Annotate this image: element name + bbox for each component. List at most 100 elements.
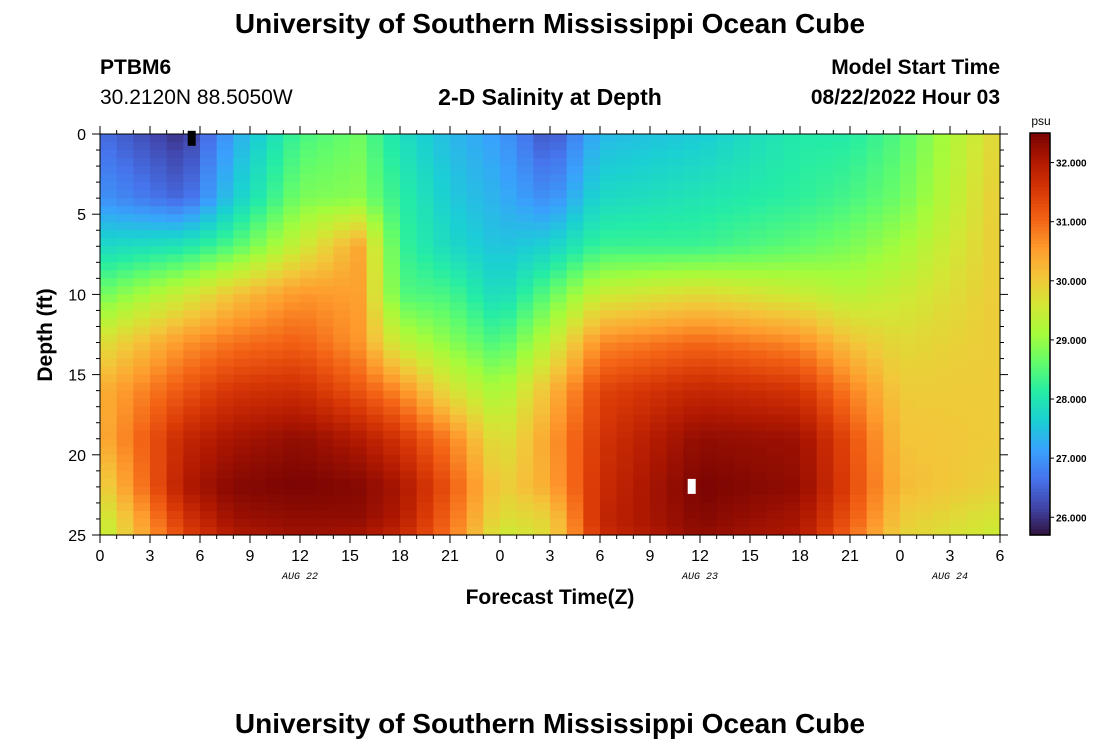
heatmap-cell — [566, 470, 584, 480]
heatmap-cell — [233, 374, 251, 384]
heatmap-cell — [950, 198, 968, 207]
heatmap-cell — [500, 158, 518, 167]
heatmap-cell — [716, 206, 734, 215]
heatmap-cell — [450, 206, 468, 215]
heatmap-cell — [516, 158, 534, 167]
heatmap-cell — [250, 182, 268, 191]
heatmap-cell — [666, 310, 684, 320]
heatmap-cell — [183, 310, 201, 320]
heatmap-cell — [433, 166, 451, 175]
heatmap-cell — [633, 342, 651, 352]
heatmap-cell — [366, 214, 384, 223]
heatmap-cell — [800, 206, 818, 215]
heatmap-cell — [183, 238, 201, 247]
heatmap-cell — [733, 518, 751, 528]
heatmap-cell — [516, 478, 534, 488]
heatmap-cell — [266, 382, 284, 392]
heatmap-cell — [583, 390, 601, 400]
heatmap-cell — [583, 150, 601, 159]
heatmap-cell — [383, 414, 401, 424]
heatmap-cell — [133, 430, 151, 440]
heatmap-cell — [433, 478, 451, 488]
heatmap-cell — [800, 310, 818, 320]
heatmap-cell — [750, 262, 768, 271]
heatmap-cell — [783, 382, 801, 392]
heatmap-cell — [566, 518, 584, 528]
heatmap-cell — [700, 446, 718, 456]
heatmap-cell — [316, 510, 334, 520]
heatmap-cell — [600, 150, 618, 159]
heatmap-cell — [600, 366, 618, 376]
heatmap-cell — [533, 190, 551, 199]
heatmap-cell — [783, 302, 801, 312]
heatmap-cell — [383, 206, 401, 215]
heatmap-cell — [266, 478, 284, 488]
heatmap-cell — [816, 390, 834, 400]
heatmap-cell — [300, 398, 318, 408]
heatmap-cell — [600, 382, 618, 392]
heatmap-cell — [466, 366, 484, 376]
heatmap-cell — [683, 494, 701, 504]
heatmap-cell — [783, 270, 801, 279]
heatmap-cell — [633, 270, 651, 279]
heatmap-cell — [833, 142, 851, 151]
heatmap-cell — [866, 158, 884, 167]
colorbar-band — [1030, 310, 1050, 315]
colorbar-band — [1030, 484, 1050, 489]
heatmap-cell — [933, 342, 951, 352]
heatmap-cell — [583, 238, 601, 247]
colorbar-band — [1030, 431, 1050, 436]
heatmap-cell — [166, 326, 184, 336]
heatmap-cell — [200, 350, 218, 360]
heatmap-cell — [983, 278, 1001, 287]
colorbar-band — [1030, 498, 1050, 503]
heatmap-cell — [366, 134, 384, 143]
heatmap-cell — [800, 470, 818, 480]
heatmap-cell — [433, 342, 451, 352]
heatmap-cell — [233, 398, 251, 408]
heatmap-cell — [800, 366, 818, 376]
heatmap-cell — [150, 414, 168, 424]
heatmap-cell — [116, 478, 134, 488]
heatmap-cell — [850, 142, 868, 151]
heatmap-cell — [766, 454, 784, 464]
heatmap-cell — [100, 206, 118, 215]
heatmap-cell — [166, 310, 184, 320]
heatmap-cell — [133, 270, 151, 279]
heatmap-cell — [850, 262, 868, 271]
heatmap-cell — [250, 270, 268, 279]
heatmap-cell — [716, 310, 734, 320]
heatmap-cell — [700, 326, 718, 336]
heatmap-cell — [350, 278, 368, 287]
heatmap-cell — [783, 150, 801, 159]
heatmap-cell — [850, 286, 868, 295]
heatmap-cell — [416, 294, 434, 304]
heatmap-cell — [750, 350, 768, 360]
heatmap-cell — [300, 430, 318, 440]
heatmap-cell — [250, 302, 268, 312]
heatmap-cell — [400, 182, 418, 191]
heatmap-cell — [116, 270, 134, 279]
heatmap-cell — [266, 294, 284, 304]
heatmap-cell — [916, 422, 934, 432]
heatmap-cell — [783, 134, 801, 143]
colorbar-band — [1030, 508, 1050, 513]
heatmap-cell — [316, 462, 334, 472]
heatmap-cell — [400, 190, 418, 199]
heatmap-cell — [783, 430, 801, 440]
heatmap-cell — [566, 254, 584, 263]
heatmap-cell — [216, 270, 234, 279]
heatmap-cell — [133, 334, 151, 344]
heatmap-cell — [200, 478, 218, 488]
heatmap-cell — [783, 310, 801, 320]
heatmap-cell — [283, 510, 301, 520]
heatmap-cell — [750, 158, 768, 167]
heatmap-cell — [800, 150, 818, 159]
heatmap-cell — [716, 174, 734, 183]
heatmap-cell — [183, 262, 201, 271]
heatmap-cell — [100, 462, 118, 472]
heatmap-cell — [250, 502, 268, 512]
heatmap-cell — [450, 502, 468, 512]
heatmap-cell — [433, 494, 451, 504]
heatmap-cell — [233, 302, 251, 312]
